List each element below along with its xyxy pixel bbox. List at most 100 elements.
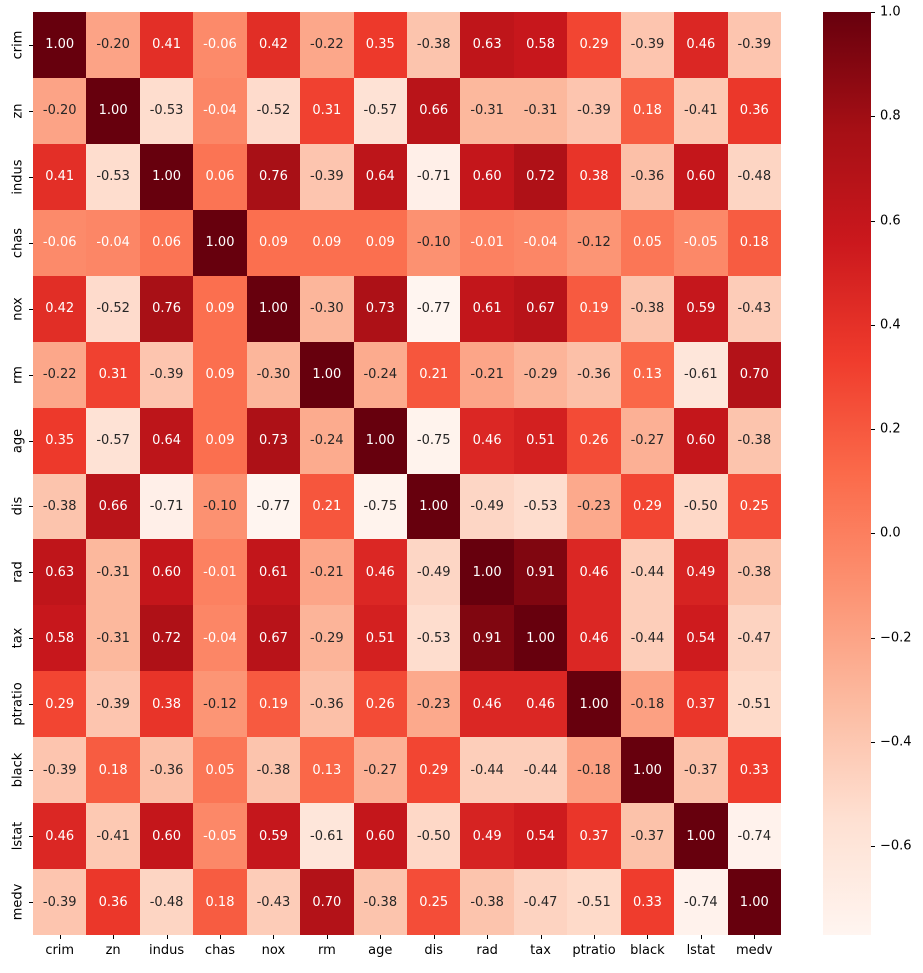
y-axis-label: age xyxy=(10,428,26,453)
heatmap-cell: -0.23 xyxy=(406,671,461,738)
y-axis-label: medv xyxy=(10,883,26,921)
heatmap-cell: -0.41 xyxy=(674,77,728,144)
heatmap-cell: -0.49 xyxy=(460,473,514,540)
heatmap-cell: -0.22 xyxy=(300,12,354,78)
heatmap-cell: -0.74 xyxy=(727,803,781,870)
colorbar-gradient xyxy=(823,12,871,935)
heatmap-cell: -0.01 xyxy=(193,539,247,606)
x-tick-mark xyxy=(220,935,221,939)
y-axis-label: indus xyxy=(10,159,26,195)
heatmap-cell: -0.51 xyxy=(727,671,781,738)
x-axis-label: black xyxy=(630,943,665,958)
heatmap-cell: 0.05 xyxy=(620,209,675,276)
heatmap-cell: 0.46 xyxy=(567,539,621,606)
y-tick-mark xyxy=(29,506,33,508)
heatmap-cell: -0.37 xyxy=(674,737,728,804)
colorbar-tick-mark xyxy=(871,637,875,639)
heatmap-cell: -0.61 xyxy=(300,803,354,870)
heatmap-cell: -0.77 xyxy=(406,275,461,342)
colorbar-tick-label: 0.0 xyxy=(880,525,901,541)
heatmap-cell: 0.21 xyxy=(300,473,354,540)
heatmap-cell: -0.18 xyxy=(567,737,621,804)
y-axis-label: rm xyxy=(10,365,26,384)
heatmap-cell: -0.05 xyxy=(193,803,247,870)
heatmap-cell: -0.39 xyxy=(727,12,781,78)
heatmap-cell: 0.42 xyxy=(246,12,301,78)
heatmap-cell: 1.00 xyxy=(727,869,781,935)
heatmap-cell: 0.09 xyxy=(193,407,247,474)
x-axis-label: rm xyxy=(317,943,336,958)
heatmap-cell: 0.60 xyxy=(139,539,194,606)
colorbar-tick-label: 0.6 xyxy=(880,213,901,229)
heatmap-cell: -0.53 xyxy=(86,143,140,210)
y-tick-mark xyxy=(29,374,33,376)
heatmap-cell: 0.25 xyxy=(727,473,781,540)
heatmap-cell: 0.46 xyxy=(674,12,728,78)
heatmap-cell: 0.60 xyxy=(674,407,728,474)
heatmap-cell: 1.00 xyxy=(460,539,514,606)
heatmap-cell: 0.33 xyxy=(727,737,781,804)
y-axis-label: ptratio xyxy=(10,682,26,726)
heatmap-cell: 0.31 xyxy=(300,77,354,144)
heatmap-cell: -0.52 xyxy=(86,275,140,342)
y-axis-label: crim xyxy=(10,30,26,60)
heatmap-cell: -0.39 xyxy=(620,12,675,78)
y-axis-label: rad xyxy=(10,561,26,584)
heatmap-cell: -0.38 xyxy=(353,869,407,935)
heatmap-cell: 0.31 xyxy=(86,341,140,408)
heatmap-cell: -0.71 xyxy=(139,473,194,540)
heatmap-cell: -0.50 xyxy=(674,473,728,540)
heatmap-cell: 0.38 xyxy=(567,143,621,210)
colorbar-tick-label: 0.4 xyxy=(880,317,901,333)
y-axis-label: zn xyxy=(10,103,26,119)
x-axis-label: medv xyxy=(735,943,773,958)
heatmap-cell: 0.51 xyxy=(353,605,407,672)
y-axis-label: tax xyxy=(10,627,26,649)
heatmap-cell: -0.53 xyxy=(406,605,461,672)
heatmap-cell: -0.31 xyxy=(86,539,140,606)
heatmap-cell: 0.59 xyxy=(674,275,728,342)
y-axis-label: lstat xyxy=(10,821,26,851)
y-axis-label: black xyxy=(10,752,26,788)
x-tick-mark xyxy=(380,935,382,939)
heatmap-cell: 0.09 xyxy=(193,275,247,342)
heatmap-cell: -0.36 xyxy=(567,341,621,408)
heatmap-cell: -0.31 xyxy=(86,605,140,672)
heatmap-cell: 0.06 xyxy=(193,143,247,210)
heatmap-cell: -0.61 xyxy=(674,341,728,408)
heatmap-cell: 0.49 xyxy=(460,803,514,870)
heatmap-cell: 0.60 xyxy=(139,803,194,870)
heatmap-cell: -0.27 xyxy=(620,407,675,474)
heatmap-cell: -0.38 xyxy=(727,539,781,606)
heatmap-cell: -0.39 xyxy=(33,869,87,935)
heatmap-cell: -0.27 xyxy=(353,737,407,804)
x-tick-mark xyxy=(647,935,649,939)
heatmap-cell: 0.72 xyxy=(513,143,568,210)
heatmap-cell: 0.18 xyxy=(193,869,247,935)
heatmap-cell: 0.60 xyxy=(353,803,407,870)
x-axis-label: rad xyxy=(476,943,498,958)
heatmap-cell: -0.41 xyxy=(86,803,140,870)
heatmap-cell: 0.26 xyxy=(353,671,407,738)
colorbar-tick-label: −0.2 xyxy=(880,630,912,646)
heatmap-cell: -0.48 xyxy=(727,143,781,210)
heatmap-cell: -0.38 xyxy=(406,12,461,78)
x-tick-mark xyxy=(273,935,275,939)
heatmap-cell: 0.46 xyxy=(460,671,514,738)
colorbar-tick-label: 0.8 xyxy=(880,108,901,124)
x-tick-mark xyxy=(487,935,489,939)
heatmap-cell: -0.75 xyxy=(406,407,461,474)
heatmap-cell: -0.50 xyxy=(406,803,461,870)
heatmap-cell: -0.04 xyxy=(513,209,568,276)
x-axis-label: lstat xyxy=(686,943,716,958)
heatmap-cell: -0.36 xyxy=(300,671,354,738)
heatmap-cell: 1.00 xyxy=(33,12,87,78)
heatmap-cell: 0.29 xyxy=(567,12,621,78)
y-tick-mark xyxy=(29,638,33,640)
heatmap-cell: 0.35 xyxy=(353,12,407,78)
x-tick-mark xyxy=(754,935,756,939)
heatmap-cell: 0.64 xyxy=(139,407,194,474)
x-axis-label: nox xyxy=(261,943,286,958)
heatmap-cell: 0.63 xyxy=(33,539,87,606)
